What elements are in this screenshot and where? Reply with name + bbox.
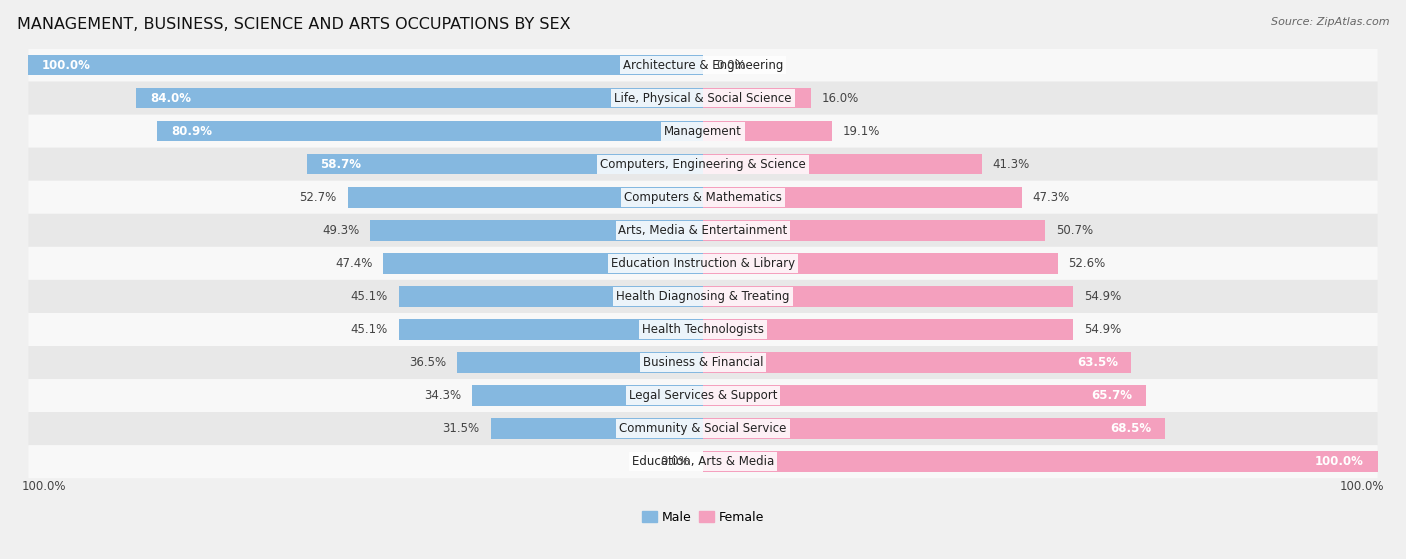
Bar [703, 452, 1378, 472]
Bar [136, 88, 703, 108]
Bar [471, 385, 703, 406]
Text: 68.5%: 68.5% [1111, 422, 1152, 435]
Bar [307, 154, 703, 174]
Text: 36.5%: 36.5% [409, 356, 446, 369]
Text: 49.3%: 49.3% [322, 224, 360, 237]
Text: 63.5%: 63.5% [1077, 356, 1118, 369]
Text: Health Technologists: Health Technologists [643, 323, 763, 336]
Bar [384, 253, 703, 273]
FancyBboxPatch shape [28, 412, 1378, 445]
FancyBboxPatch shape [28, 247, 1378, 280]
Text: Computers & Mathematics: Computers & Mathematics [624, 191, 782, 204]
Bar [703, 352, 1132, 373]
Text: Business & Financial: Business & Financial [643, 356, 763, 369]
Text: Management: Management [664, 125, 742, 138]
Text: 45.1%: 45.1% [350, 323, 388, 336]
FancyBboxPatch shape [28, 346, 1378, 379]
Bar [703, 88, 811, 108]
FancyBboxPatch shape [28, 148, 1378, 181]
Legend: Male, Female: Male, Female [637, 506, 769, 529]
Text: Health Diagnosing & Treating: Health Diagnosing & Treating [616, 290, 790, 303]
Bar [399, 319, 703, 340]
FancyBboxPatch shape [28, 379, 1378, 412]
Text: Legal Services & Support: Legal Services & Support [628, 389, 778, 402]
FancyBboxPatch shape [28, 445, 1378, 478]
Text: 52.6%: 52.6% [1069, 257, 1107, 270]
Text: 100.0%: 100.0% [21, 480, 66, 493]
Text: Life, Physical & Social Science: Life, Physical & Social Science [614, 92, 792, 105]
Bar [157, 121, 703, 141]
Text: 100.0%: 100.0% [1340, 480, 1385, 493]
Text: 50.7%: 50.7% [1056, 224, 1092, 237]
Text: Arts, Media & Entertainment: Arts, Media & Entertainment [619, 224, 787, 237]
FancyBboxPatch shape [28, 49, 1378, 82]
Text: 0.0%: 0.0% [659, 455, 689, 468]
FancyBboxPatch shape [28, 280, 1378, 313]
Text: 84.0%: 84.0% [150, 92, 191, 105]
Bar [703, 154, 981, 174]
Text: 41.3%: 41.3% [993, 158, 1029, 170]
Text: MANAGEMENT, BUSINESS, SCIENCE AND ARTS OCCUPATIONS BY SEX: MANAGEMENT, BUSINESS, SCIENCE AND ARTS O… [17, 17, 571, 32]
Text: 100.0%: 100.0% [1315, 455, 1364, 468]
Text: 0.0%: 0.0% [717, 59, 747, 72]
Text: 47.4%: 47.4% [335, 257, 373, 270]
Text: Education, Arts & Media: Education, Arts & Media [631, 455, 775, 468]
Bar [347, 187, 703, 207]
Text: Community & Social Service: Community & Social Service [619, 422, 787, 435]
Text: Computers, Engineering & Science: Computers, Engineering & Science [600, 158, 806, 170]
Bar [457, 352, 703, 373]
Bar [703, 121, 832, 141]
Text: 31.5%: 31.5% [443, 422, 479, 435]
Text: 34.3%: 34.3% [423, 389, 461, 402]
Bar [703, 253, 1057, 273]
Text: 52.7%: 52.7% [299, 191, 337, 204]
Text: 65.7%: 65.7% [1091, 389, 1133, 402]
Bar [370, 220, 703, 240]
Bar [399, 286, 703, 307]
Text: 16.0%: 16.0% [821, 92, 859, 105]
Text: 58.7%: 58.7% [321, 158, 361, 170]
Text: Source: ZipAtlas.com: Source: ZipAtlas.com [1271, 17, 1389, 27]
Text: 47.3%: 47.3% [1033, 191, 1070, 204]
FancyBboxPatch shape [28, 214, 1378, 247]
Text: 45.1%: 45.1% [350, 290, 388, 303]
FancyBboxPatch shape [28, 313, 1378, 346]
Bar [703, 220, 1045, 240]
Bar [703, 319, 1073, 340]
Text: 54.9%: 54.9% [1084, 290, 1122, 303]
Bar [703, 187, 1022, 207]
FancyBboxPatch shape [28, 181, 1378, 214]
FancyBboxPatch shape [28, 82, 1378, 115]
Text: 100.0%: 100.0% [42, 59, 91, 72]
Text: Education Instruction & Library: Education Instruction & Library [612, 257, 794, 270]
Bar [703, 385, 1146, 406]
Text: 80.9%: 80.9% [170, 125, 212, 138]
Text: 54.9%: 54.9% [1084, 323, 1122, 336]
Text: 19.1%: 19.1% [842, 125, 880, 138]
Bar [703, 418, 1166, 439]
Bar [28, 55, 703, 75]
FancyBboxPatch shape [28, 115, 1378, 148]
Bar [491, 418, 703, 439]
Bar [703, 286, 1073, 307]
Text: Architecture & Engineering: Architecture & Engineering [623, 59, 783, 72]
